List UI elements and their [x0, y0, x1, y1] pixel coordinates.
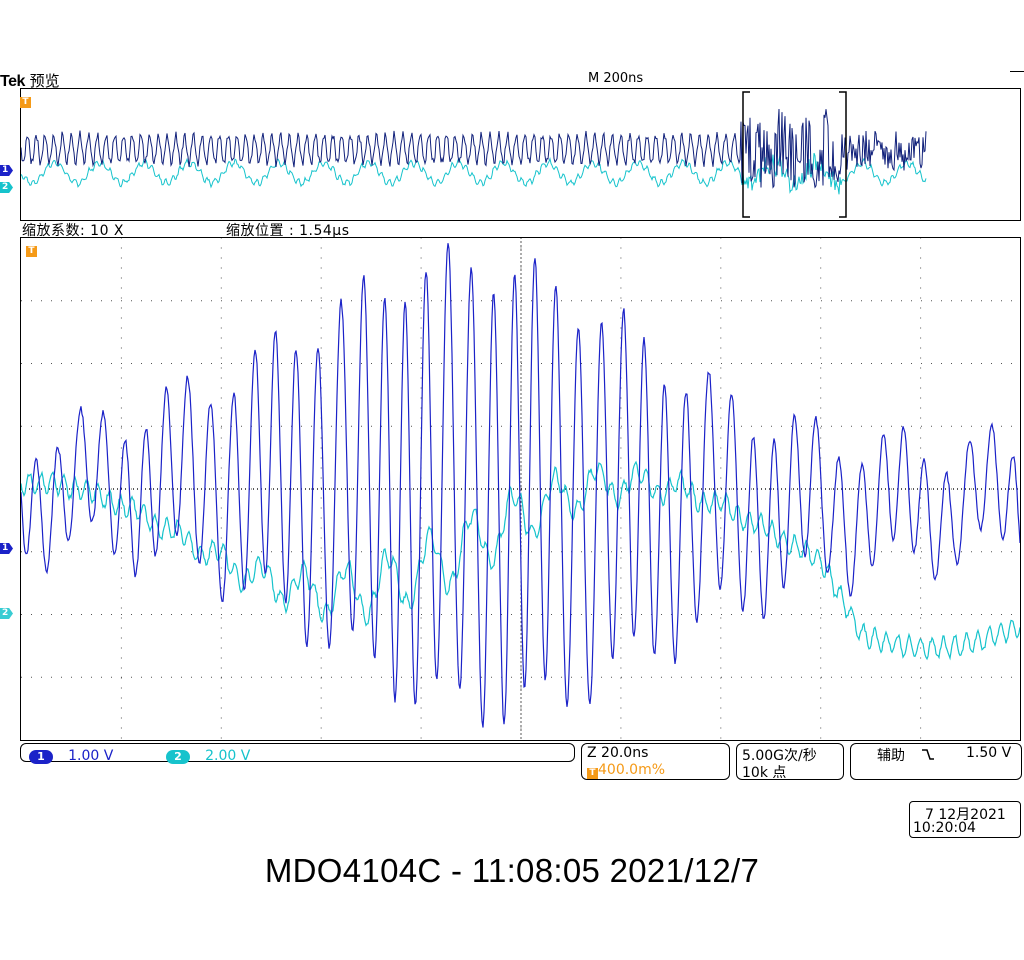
- corner-tick: [1010, 71, 1024, 72]
- ch1-readout[interactable]: 1 1.00 V: [29, 745, 113, 764]
- grid-dots: [21, 238, 1012, 739]
- zoom-window-bracket-left[interactable]: [742, 91, 750, 218]
- time-readout: 10:20:04: [913, 820, 976, 836]
- zoomed-ch1-trace: [21, 243, 1020, 728]
- zoom-time-box[interactable]: Z 20.0ns T 400.0m%: [581, 743, 730, 780]
- ch2-scale: 2.00 V: [205, 748, 251, 764]
- graticule-svg: [21, 238, 1020, 739]
- zoom-factor-readout: 缩放系数: 10 X: [22, 223, 125, 239]
- mode-label: 预览: [29, 72, 60, 90]
- sample-rate: 5.00G次/秒: [742, 748, 817, 764]
- aux-label: 辅助: [877, 748, 905, 764]
- zoomed-ch2-marker[interactable]: 2: [0, 608, 13, 619]
- scope-brand: Tek 预览: [0, 70, 60, 91]
- channel-scale-bar[interactable]: 1 1.00 V 2 2.00 V: [20, 743, 575, 764]
- overview-ch1-trace: [21, 108, 927, 189]
- date-time-box: 7 12月2021 10:20:04: [909, 801, 1021, 838]
- acquisition-box[interactable]: 5.00G次/秒 10k 点: [736, 743, 844, 781]
- aux-trigger-level: 1.50 V: [966, 745, 1012, 761]
- overview-ch1-marker[interactable]: 1: [0, 165, 13, 176]
- ch1-badge: 1: [29, 750, 53, 764]
- zoomed-trigger-marker[interactable]: T: [26, 246, 37, 257]
- record-length: 10k 点: [742, 765, 787, 781]
- trigger-level-icon: T: [587, 768, 598, 779]
- overview-ch2-trace: [21, 152, 927, 195]
- zoom-position-readout: 缩放位置 : 1.54µs: [226, 223, 350, 239]
- zoom-window-bracket-right[interactable]: [839, 91, 847, 218]
- timebase-readout: M 200ns: [588, 71, 644, 86]
- overview-trace-svg: [21, 91, 927, 218]
- ch1-scale: 1.00 V: [68, 748, 114, 764]
- overview-ch2-marker[interactable]: 2: [0, 182, 13, 193]
- trigger-level-value: 400.0m%: [598, 762, 666, 778]
- overview-trigger-marker[interactable]: T: [20, 97, 31, 108]
- zoomed-ch1-marker[interactable]: 1: [0, 543, 13, 554]
- brand-logo: Tek: [0, 73, 25, 90]
- ch2-readout[interactable]: 2 2.00 V: [166, 745, 250, 764]
- zoomed-waveform-graticule[interactable]: [20, 237, 1021, 741]
- falling-edge-icon: [922, 749, 934, 760]
- trigger-level-readout: T 400.0m%: [587, 762, 665, 779]
- footer-caption: MDO4104C - 11:08:05 2021/12/7: [264, 852, 760, 889]
- zoom-time-value: Z 20.0ns: [587, 745, 649, 761]
- overview-waveform-window[interactable]: [20, 88, 1021, 221]
- trigger-source-box[interactable]: 辅助 1.50 V: [850, 743, 1022, 780]
- date-readout: 7 12月2021: [925, 807, 1006, 823]
- zoomed-ch2-trace: [21, 460, 1020, 661]
- ch2-badge: 2: [166, 750, 190, 764]
